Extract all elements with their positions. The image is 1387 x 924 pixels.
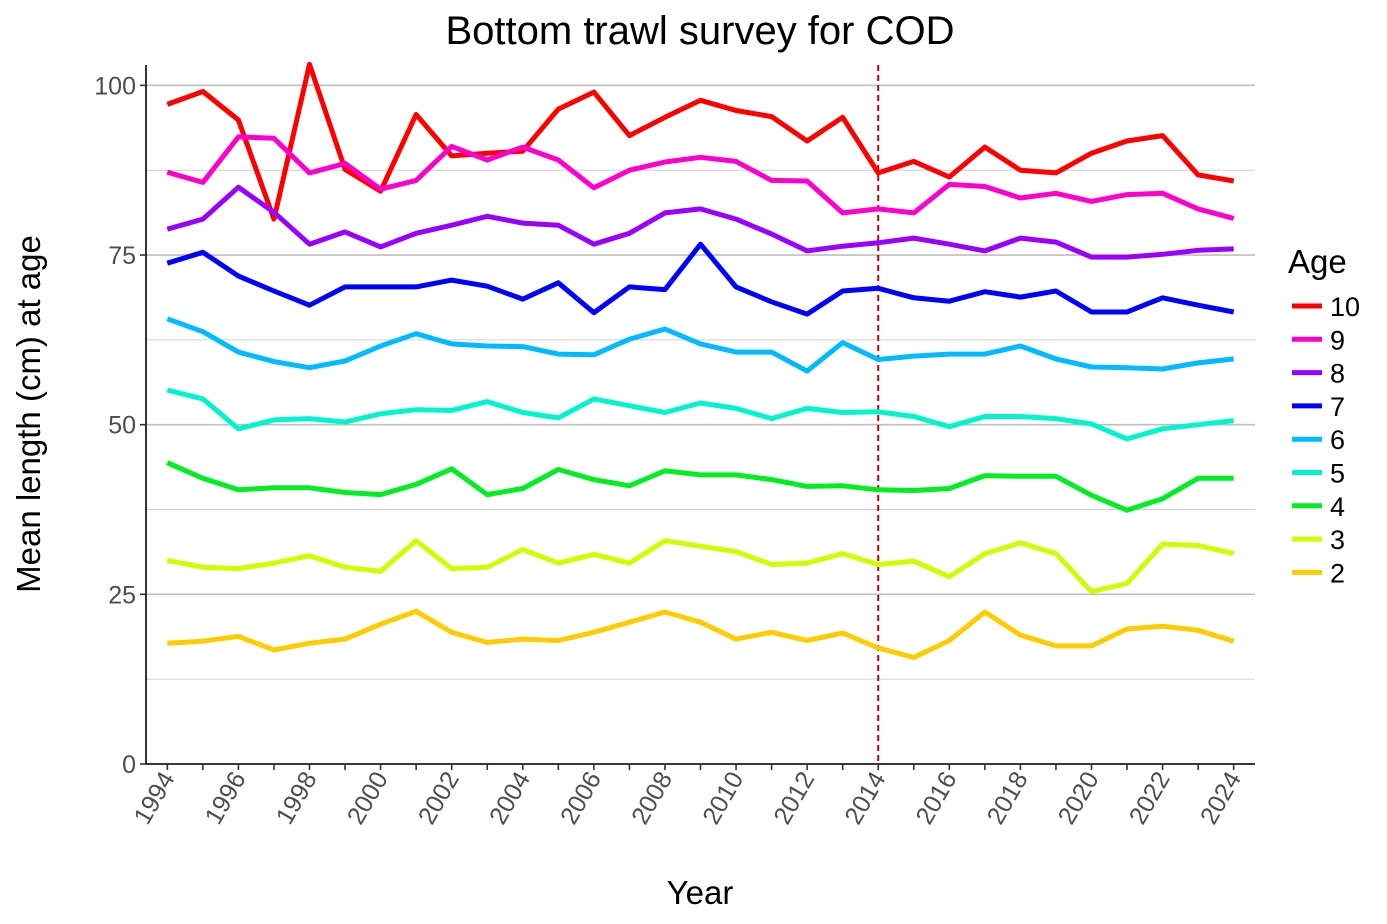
- legend-label-age-8: 8: [1330, 359, 1345, 389]
- series-line-age-5: [166, 387, 1234, 442]
- y-tick-label: 50: [108, 412, 136, 440]
- x-tick-label: 2020: [1053, 767, 1105, 829]
- x-tick-label: 2006: [555, 767, 607, 829]
- x-tick-label: 2002: [413, 767, 465, 829]
- x-tick-label: 1994: [128, 767, 180, 829]
- x-tick-label: 2012: [768, 767, 820, 829]
- legend-label-age-6: 6: [1330, 425, 1345, 455]
- x-tick-label: 2018: [982, 767, 1034, 829]
- legend-title: Age: [1288, 243, 1347, 280]
- legend-label-age-2: 2: [1330, 558, 1345, 588]
- series-line-age-3: [166, 538, 1235, 595]
- series-line-age-10: [166, 61, 1235, 222]
- chart-title: Bottom trawl survey for COD: [445, 9, 954, 53]
- x-tick-label: 2022: [1124, 767, 1176, 829]
- series-line-age-8: [166, 184, 1234, 260]
- x-tick-label: 2016: [910, 767, 962, 829]
- series-line-age-9: [166, 134, 1235, 221]
- legend-label-age-3: 3: [1330, 525, 1345, 555]
- y-tick-label: 75: [108, 242, 136, 270]
- x-tick-label: 1996: [200, 767, 252, 829]
- x-axis-label: Year: [667, 874, 734, 911]
- legend-label-age-5: 5: [1330, 459, 1345, 489]
- x-tick-label: 2010: [697, 767, 749, 829]
- x-tick-label: 2024: [1195, 767, 1247, 829]
- x-tick-label: 2004: [484, 767, 536, 829]
- grid: [146, 84, 1255, 765]
- legend-label-age-7: 7: [1330, 392, 1345, 422]
- y-tick-label: 0: [122, 751, 136, 779]
- legend-label-age-9: 9: [1330, 325, 1345, 355]
- x-tick-label: 2014: [839, 767, 891, 829]
- series-line-age-7: [166, 241, 1235, 317]
- y-tick-label: 25: [108, 581, 136, 609]
- series-line-age-6: [166, 316, 1234, 374]
- y-tick-label: 100: [94, 72, 136, 100]
- series-line-age-2: [167, 608, 1235, 660]
- x-tick-label: 1998: [271, 767, 323, 829]
- legend-label-age-10: 10: [1330, 292, 1360, 322]
- axes: 0 25 50 75 100 1994 1996 1998 2000 2002 2004 2006 20…: [94, 65, 1255, 829]
- x-tick-label: 2000: [342, 767, 394, 829]
- series-line-age-4: [166, 460, 1234, 513]
- series-lines: [166, 61, 1235, 660]
- y-axis-label: Mean length (cm) at age: [10, 235, 47, 593]
- legend-label-age-4: 4: [1330, 492, 1345, 522]
- x-tick-label: 2008: [626, 767, 678, 829]
